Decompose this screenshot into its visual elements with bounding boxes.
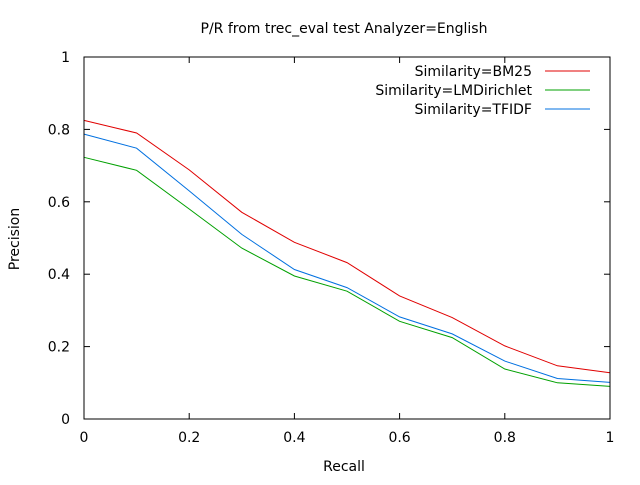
- series-line-2: [83, 133, 611, 383]
- legend-label: Similarity=TFIDF: [415, 102, 533, 118]
- y-tick-label: 0.8: [48, 122, 70, 138]
- axis-ticks: 0 0.2 0.4 0.6 0.8 1 0 0.2 0.4 0.6 0.8 1: [48, 50, 615, 446]
- y-axis-label: Precision: [7, 208, 23, 270]
- x-tick-label: 0.2: [178, 430, 200, 446]
- y-tick-label: 0: [61, 412, 70, 428]
- x-axis-label: Recall: [323, 459, 365, 475]
- series-line-0: [83, 119, 611, 374]
- x-tick-label: 0.6: [388, 430, 410, 446]
- y-tick-label: 0.4: [48, 267, 70, 283]
- legend: Similarity=BM25 Similarity=LMDirichlet Sim…: [375, 64, 590, 118]
- x-tick-label: 0.8: [494, 430, 516, 446]
- series-line-1: [83, 156, 611, 387]
- series-group: [83, 119, 611, 387]
- x-tick-label: 0: [80, 430, 89, 446]
- x-tick-label: 1: [606, 430, 615, 446]
- y-tick-label: 0.6: [48, 195, 70, 211]
- chart-title: P/R from trec_eval test Analyzer=English: [201, 21, 488, 37]
- legend-label: Similarity=LMDirichlet: [375, 83, 532, 99]
- y-tick-label: 0.2: [48, 340, 70, 356]
- x-tick-label: 0.4: [283, 430, 305, 446]
- legend-label: Similarity=BM25: [415, 64, 532, 80]
- y-tick-label: 1: [61, 50, 70, 66]
- plot-area-frame: [83, 56, 611, 420]
